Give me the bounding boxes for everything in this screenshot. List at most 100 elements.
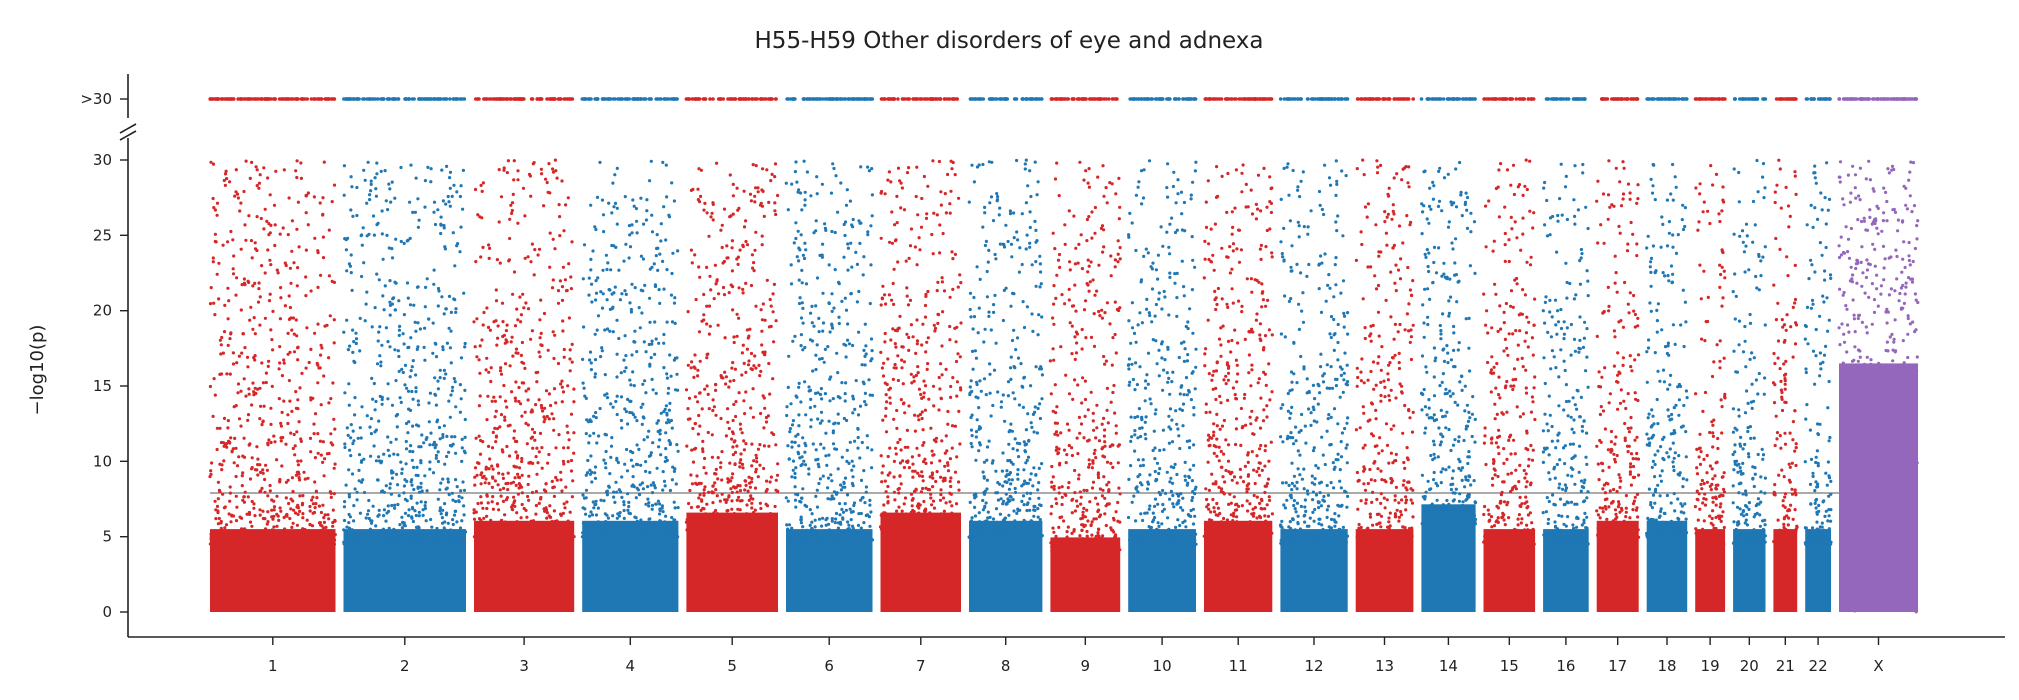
- data-point: [602, 532, 606, 536]
- data-point: [1024, 247, 1028, 251]
- data-point: [476, 501, 480, 506]
- data-point: [253, 241, 257, 245]
- data-point: [730, 239, 735, 243]
- data-point: [650, 213, 654, 217]
- data-point: [295, 536, 299, 540]
- data-point: [423, 474, 427, 478]
- data-point: [790, 445, 794, 449]
- data-point: [796, 190, 800, 194]
- data-point: [1038, 402, 1042, 406]
- data-point: [751, 415, 756, 419]
- data-point: [821, 474, 825, 478]
- data-point: [226, 286, 230, 290]
- data-point: [1034, 228, 1038, 232]
- data-point: [386, 208, 390, 212]
- data-point: [511, 354, 515, 358]
- data-point: [981, 225, 985, 229]
- data-point: [216, 480, 220, 484]
- data-point: [609, 402, 613, 406]
- data-point: [713, 263, 718, 267]
- data-point: [516, 221, 520, 225]
- data-point: [758, 463, 762, 467]
- data-point: [909, 372, 913, 376]
- data-point: [1040, 534, 1044, 538]
- data-point: [862, 521, 866, 525]
- data-point: [416, 321, 420, 325]
- data-point: [293, 511, 298, 515]
- data-point: [290, 328, 294, 332]
- data-point: [220, 468, 224, 472]
- data-point: [411, 424, 415, 428]
- data-point: [894, 345, 898, 349]
- data-point: [313, 412, 318, 416]
- data-point: [791, 419, 796, 423]
- data-point: [864, 485, 869, 489]
- data-point: [451, 518, 455, 522]
- data-point: [237, 354, 241, 358]
- data-point: [478, 531, 482, 535]
- data-point: [507, 259, 511, 263]
- data-point: [375, 272, 379, 276]
- data-point: [240, 283, 244, 287]
- data-point: [1006, 380, 1011, 384]
- data-point: [879, 350, 883, 354]
- data-point: [228, 534, 232, 538]
- data-point: [786, 444, 790, 448]
- data-point: [889, 527, 893, 532]
- data-point: [888, 386, 893, 390]
- data-point: [246, 413, 251, 417]
- data-point: [983, 243, 988, 248]
- data-point: [1034, 365, 1038, 369]
- data-point: [745, 328, 750, 332]
- data-point: [828, 377, 832, 381]
- data-point: [519, 313, 524, 317]
- data-point: [661, 470, 665, 474]
- data-point: [452, 183, 456, 187]
- data-point: [1092, 344, 1097, 348]
- data-point: [219, 352, 223, 356]
- data-point: [662, 524, 667, 529]
- data-point: [550, 519, 554, 524]
- data-point: [720, 245, 724, 250]
- data-point: [796, 432, 800, 436]
- data-point: [1010, 255, 1014, 259]
- data-point: [1011, 535, 1015, 540]
- data-point: [280, 374, 284, 378]
- data-point: [817, 481, 821, 486]
- data-point: [231, 532, 235, 536]
- data-point: [520, 473, 524, 477]
- data-point: [520, 502, 524, 507]
- data-point: [445, 454, 449, 459]
- data-point: [607, 521, 611, 525]
- data-point: [1020, 522, 1024, 526]
- data-point: [866, 446, 870, 450]
- data-point: [941, 231, 945, 236]
- data-point: [407, 420, 411, 424]
- data-point: [253, 281, 257, 285]
- data-point: [536, 370, 540, 374]
- data-point: [691, 460, 696, 464]
- data-point: [284, 442, 288, 446]
- data-point: [583, 394, 587, 398]
- data-point: [560, 379, 564, 383]
- data-point: [1083, 414, 1087, 418]
- data-point: [836, 371, 840, 375]
- data-point: [1036, 406, 1040, 411]
- data-point: [561, 511, 566, 515]
- data-point: [249, 305, 253, 309]
- data-point: [490, 500, 494, 504]
- data-point: [606, 327, 610, 331]
- data-point: [730, 476, 734, 480]
- data-point: [447, 530, 451, 534]
- data-point: [846, 338, 850, 342]
- data-point: [789, 282, 794, 286]
- data-point: [397, 369, 401, 373]
- data-point: [722, 207, 727, 211]
- data-point: [899, 482, 903, 486]
- data-point: [229, 229, 233, 234]
- data-point: [753, 200, 757, 204]
- data-point: [803, 190, 807, 194]
- data-point: [714, 413, 718, 417]
- data-point: [527, 498, 531, 502]
- data-point: [843, 392, 847, 396]
